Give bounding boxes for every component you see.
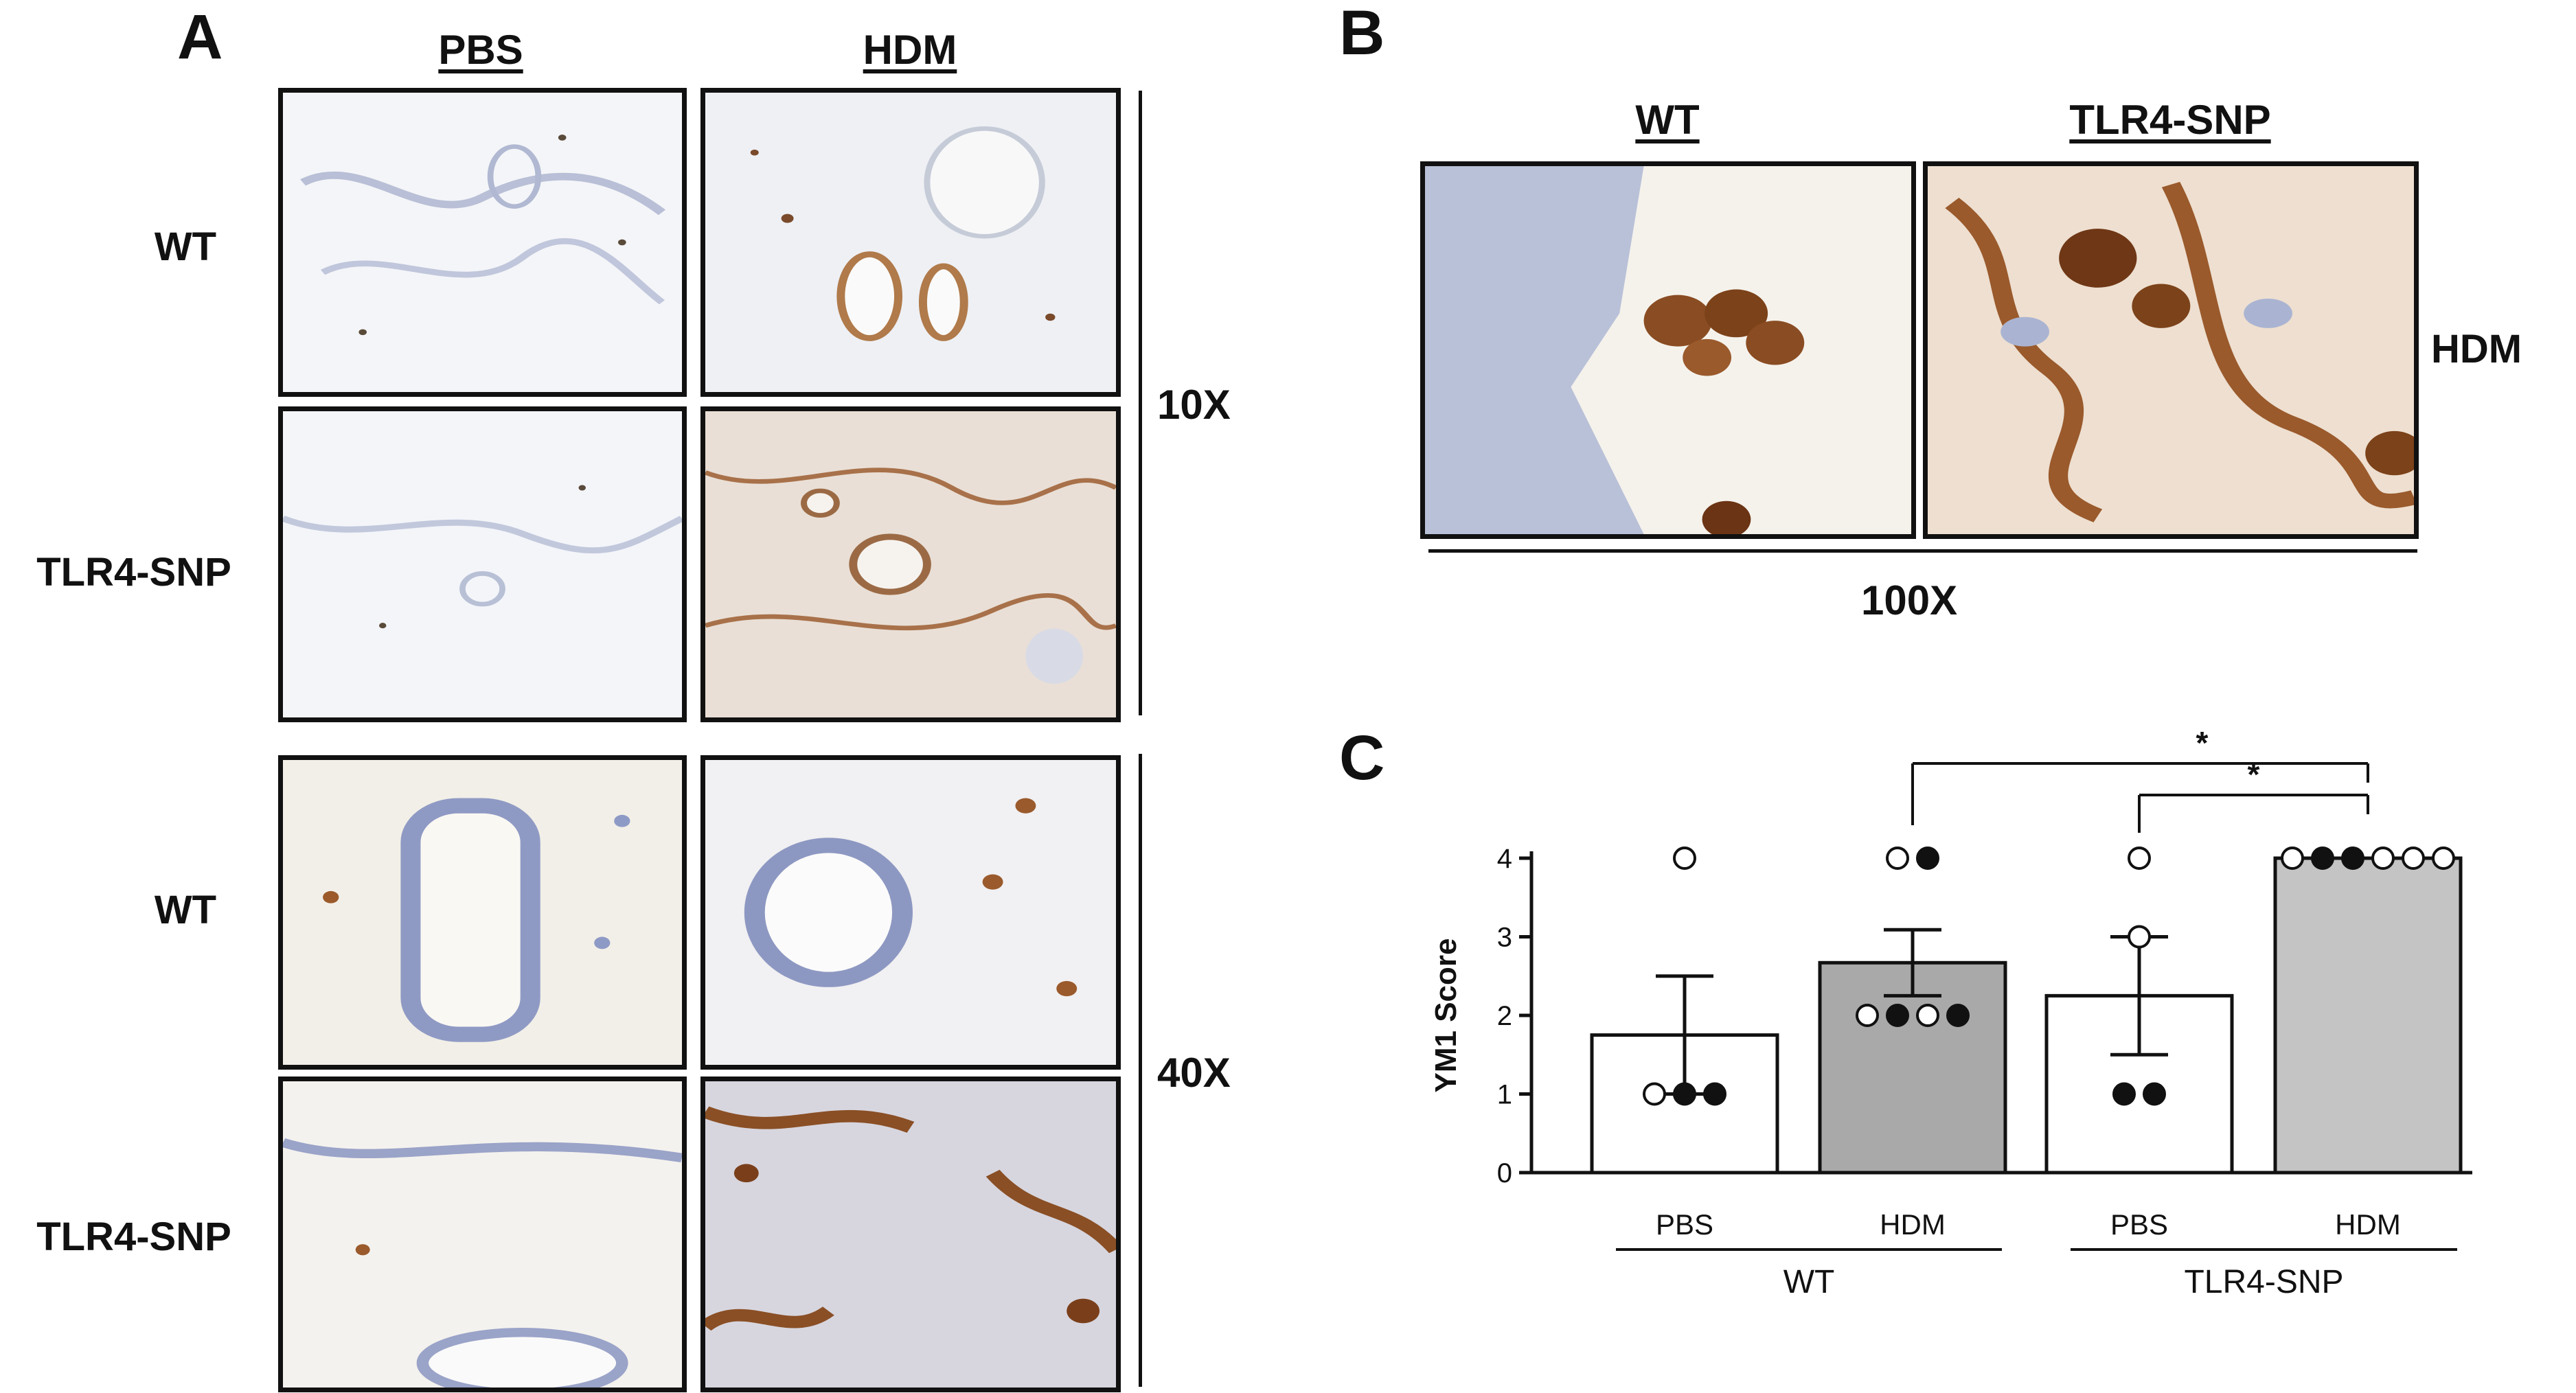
y-tick-label-4: 4	[1497, 844, 1512, 874]
y-tick-label-2: 2	[1497, 1001, 1512, 1031]
y-axis-label: YM1 Score	[1429, 939, 1463, 1093]
micrograph-wt-hdm-10x	[700, 88, 1121, 397]
x-tick-label-2: PBS	[2110, 1208, 2168, 1241]
panel-a-col-header-hdm: HDM	[863, 27, 957, 73]
panel-b-col-header-wt: WT	[1635, 97, 1700, 143]
data-point-1-1-2	[1886, 1004, 1909, 1027]
data-point-3-2-4	[2341, 847, 2364, 870]
micrograph-tlr4-pbs-40x	[278, 1077, 687, 1392]
data-point-1-3-2	[1946, 1004, 1970, 1027]
data-point-0-2-1	[1703, 1082, 1726, 1106]
panel-a-letter: A	[177, 2, 223, 72]
y-tick-label-0: 0	[1497, 1158, 1512, 1188]
ym1-score-chart: 0 1 2 3 4 YM1 Score PBS HDM PBS HDM WT TLR4-SNP * *	[1429, 725, 2472, 1300]
micrograph-tlr4-hdm-100x	[1923, 161, 2419, 539]
data-point-0-0-4	[1673, 847, 1696, 870]
data-point-3-5-4	[2432, 847, 2455, 870]
data-point-3-4-4	[2402, 847, 2425, 870]
panel-a-row-label-tlr4-40x: TLR4-SNP	[36, 1214, 231, 1259]
micrograph-wt-pbs-40x	[278, 755, 687, 1070]
data-point-2-0-4	[2128, 847, 2151, 870]
sig-star-1: *	[2248, 757, 2260, 792]
micrograph-wt-pbs-10x	[278, 88, 687, 397]
group-label-1: TLR4-SNP	[2184, 1264, 2343, 1300]
data-point-3-1-4	[2311, 847, 2334, 870]
panel-a-row-label-tlr4-10x: TLR4-SNP	[36, 550, 231, 595]
panel-a-row-label-wt-40x: WT	[154, 888, 217, 932]
panel-a-mag-40x: 40X	[1157, 1050, 1231, 1096]
data-point-0-1-1	[1673, 1082, 1696, 1106]
data-point-0-0-1	[1643, 1082, 1666, 1106]
panel-b-letter: B	[1339, 0, 1385, 68]
bracket-10x	[1139, 91, 1142, 715]
x-tick-label-0: PBS	[1656, 1208, 1713, 1241]
data-point-2-0-3	[2128, 925, 2151, 949]
data-point-2-1-1	[2143, 1082, 2166, 1106]
panel-b-col-header-tlr4: TLR4-SNP	[2069, 97, 2271, 143]
panel-a-row-label-wt-10x: WT	[154, 225, 217, 269]
micrograph-tlr4-pbs-10x	[278, 406, 687, 722]
panel-c-letter: C	[1339, 723, 1385, 793]
x-tick-label-3: HDM	[2335, 1208, 2401, 1241]
data-point-1-0-4	[1886, 847, 1909, 870]
sig-star-0: *	[2196, 725, 2209, 761]
panel-b-row-label-hdm: HDM	[2431, 327, 2522, 371]
bracket-40x	[1139, 754, 1142, 1387]
data-point-3-0-4	[2281, 847, 2304, 870]
bar-1	[1818, 960, 2007, 1175]
x-tick-label-1: HDM	[1880, 1208, 1946, 1241]
bracket-100x	[1428, 549, 2417, 553]
micrograph-wt-hdm-100x	[1420, 161, 1916, 539]
data-point-1-1-4	[1916, 847, 1939, 870]
micrograph-tlr4-hdm-40x	[700, 1077, 1121, 1392]
bar-3	[2273, 856, 2463, 1175]
group-label-0: WT	[1783, 1264, 1835, 1300]
y-tick-label-1: 1	[1497, 1080, 1512, 1110]
panel-b-mag-100x: 100X	[1861, 577, 1958, 623]
panel-a-mag-10x: 10X	[1157, 382, 1231, 428]
panel-a-col-header-pbs: PBS	[438, 27, 523, 73]
data-point-1-2-2	[1916, 1004, 1939, 1027]
data-point-3-3-4	[2371, 847, 2395, 870]
micrograph-tlr4-hdm-10x	[700, 406, 1121, 722]
data-point-1-0-2	[1856, 1004, 1879, 1027]
micrograph-wt-hdm-40x	[700, 755, 1121, 1070]
data-point-2-0-1	[2112, 1082, 2136, 1106]
y-tick-label-3: 3	[1497, 923, 1512, 953]
